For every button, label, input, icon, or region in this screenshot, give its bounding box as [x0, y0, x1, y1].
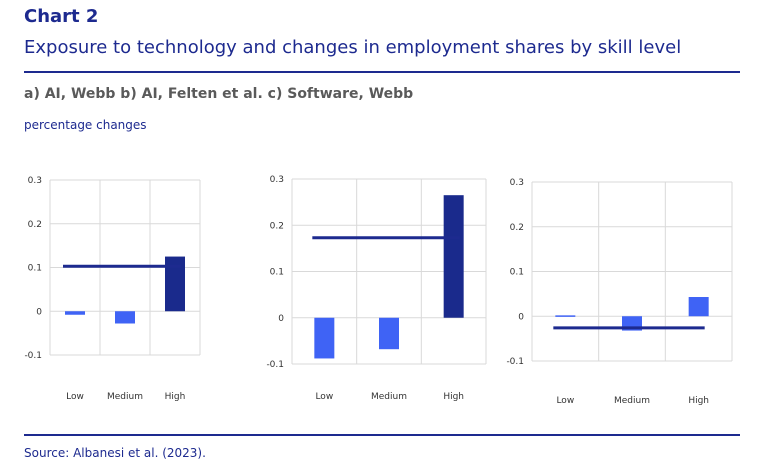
panel-b-bar-medium: [379, 317, 399, 350]
panel-a-y-tick: 0: [36, 307, 42, 317]
panel-b-y-tick: 0: [278, 314, 284, 324]
panel-c-y-tick: 0.2: [510, 223, 524, 233]
panel-b-x-tick: High: [443, 392, 464, 402]
chart-number: Chart 2: [24, 6, 99, 27]
panel-a-x-tick: Low: [66, 392, 84, 402]
panel-c-y-tick: 0.1: [510, 268, 524, 278]
units-label: percentage changes: [24, 118, 147, 132]
panel-a-y-tick: 0.3: [28, 176, 42, 186]
panel-c-y-tick: -0.1: [506, 357, 524, 367]
panel-a-y-tick: 0.2: [28, 220, 42, 230]
panel-a-y-tick: 0.1: [28, 264, 42, 274]
panel-a-chart: 0.3 0.2 0.1 0 -0.1 Low Medium High: [24, 176, 201, 402]
panel-c-y-tick: 0.3: [510, 178, 524, 188]
panel-b-y-tick: 0.3: [270, 175, 284, 185]
top-divider: [24, 71, 740, 73]
panel-c-bar-low: [555, 315, 576, 317]
bottom-divider: [24, 434, 740, 436]
panel-a-bar-medium: [115, 311, 135, 324]
panel-c-x-tick: Medium: [614, 396, 650, 406]
panel-b-x-tick: Medium: [371, 392, 407, 402]
panel-b-chart: 0.3 0.2 0.1 0 -0.1 Low Medium High: [266, 175, 487, 402]
panel-b-bar-low: [314, 317, 335, 359]
panel-b-x-tick: Low: [315, 392, 333, 402]
panel-a-x-tick: High: [165, 392, 186, 402]
panel-a-y-tick: -0.1: [24, 351, 42, 361]
panel-c-x-tick: High: [688, 396, 709, 406]
panel-a-bar-low: [65, 311, 85, 315]
panel-c-y-tick: 0: [518, 312, 524, 322]
panel-a-bar-high: [165, 256, 185, 312]
panel-c-chart: 0.3 0.2 0.1 0 -0.1 Low Medium High: [506, 178, 733, 406]
panel-b-bar-high: [443, 195, 464, 318]
panel-b-y-tick: 0.2: [270, 221, 284, 231]
page-title: Exposure to technology and changes in em…: [24, 37, 682, 58]
panel-a-x-tick: Medium: [107, 392, 143, 402]
panel-c-x-tick: Low: [556, 396, 574, 406]
source-note: Source: Albanesi et al. (2023).: [24, 446, 206, 460]
panel-b-y-tick: 0.1: [270, 268, 284, 278]
panel-c-bar-high: [688, 297, 709, 317]
panels-subtitle: a) AI, Webb b) AI, Felten et al. c) Soft…: [24, 86, 414, 102]
panel-b-y-tick: -0.1: [266, 360, 284, 370]
